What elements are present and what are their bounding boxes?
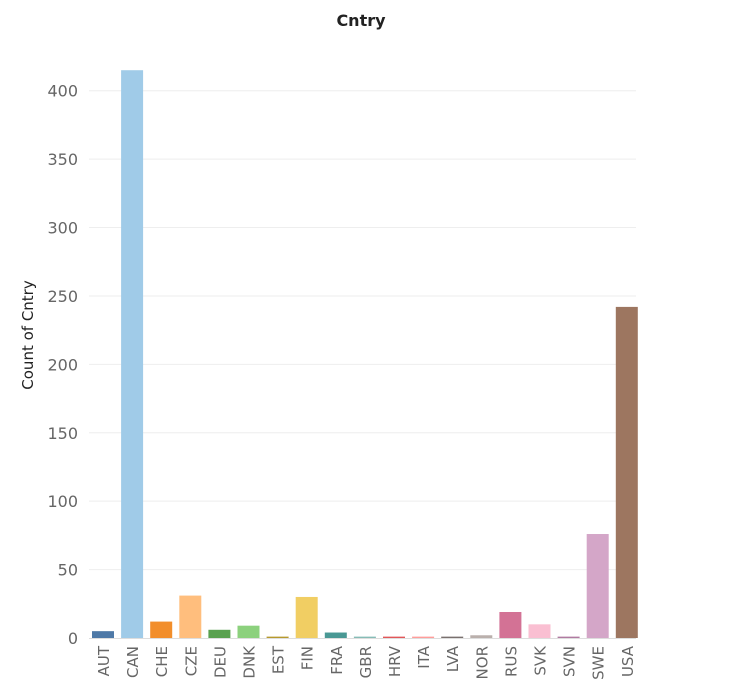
y-tick-label-400: 400 bbox=[47, 82, 78, 101]
bar-rus[interactable] bbox=[499, 612, 522, 638]
bar-swe[interactable] bbox=[586, 534, 609, 638]
x-tick-label-can: CAN bbox=[124, 646, 142, 678]
x-tick-label-svn: SVN bbox=[561, 646, 579, 677]
bars bbox=[92, 70, 638, 639]
x-tick-label-ita: ITA bbox=[415, 645, 433, 668]
bar-che[interactable] bbox=[150, 621, 173, 638]
bar-cze[interactable] bbox=[179, 595, 202, 638]
x-tick-label-cze: CZE bbox=[182, 646, 200, 676]
x-tick-label-fin: FIN bbox=[299, 646, 317, 670]
y-tick-label-200: 200 bbox=[47, 355, 78, 374]
bar-gbr[interactable] bbox=[353, 636, 376, 638]
bar-dnk[interactable] bbox=[237, 625, 260, 638]
bar-svn[interactable] bbox=[557, 636, 580, 638]
x-tick-label-swe: SWE bbox=[590, 646, 608, 680]
bar-hrv[interactable] bbox=[383, 636, 405, 638]
y-tick-label-0: 0 bbox=[68, 629, 78, 648]
bar-fra[interactable] bbox=[324, 632, 347, 638]
y-tick-label-100: 100 bbox=[47, 492, 78, 511]
y-axis-ticks: 0 50 100 150 200 250 300 350 400 bbox=[47, 82, 78, 648]
bar-can[interactable] bbox=[121, 70, 144, 639]
x-tick-label-dnk: DNK bbox=[241, 645, 259, 679]
bar-nor[interactable] bbox=[470, 635, 493, 638]
bar-svk[interactable] bbox=[528, 624, 551, 638]
x-tick-label-est: EST bbox=[270, 645, 288, 674]
bar-fin[interactable] bbox=[295, 596, 318, 638]
y-tick-label-150: 150 bbox=[47, 424, 78, 443]
chart-title: Cntry bbox=[336, 11, 386, 30]
bar-deu[interactable] bbox=[208, 629, 231, 638]
gridlines bbox=[89, 90, 636, 639]
bar-ita[interactable] bbox=[412, 636, 435, 638]
x-tick-label-che: CHE bbox=[153, 646, 171, 677]
y-axis-label: Count of Cntry bbox=[19, 280, 37, 390]
bar-est[interactable] bbox=[266, 636, 289, 638]
y-tick-label-50: 50 bbox=[58, 561, 78, 580]
x-tick-label-hrv: HRV bbox=[386, 645, 404, 677]
y-tick-label-250: 250 bbox=[47, 287, 78, 306]
x-tick-label-deu: DEU bbox=[211, 646, 229, 678]
x-tick-label-svk: SVK bbox=[532, 645, 550, 676]
y-tick-label-300: 300 bbox=[47, 219, 78, 238]
bar-aut[interactable] bbox=[92, 631, 114, 638]
x-tick-label-lva: LVA bbox=[444, 645, 462, 672]
x-tick-label-fra: FRA bbox=[328, 645, 346, 674]
y-tick-label-350: 350 bbox=[47, 150, 78, 169]
x-tick-label-nor: NOR bbox=[473, 646, 491, 679]
x-tick-label-aut: AUT bbox=[95, 645, 113, 676]
x-tick-label-rus: RUS bbox=[502, 646, 520, 677]
bar-usa[interactable] bbox=[615, 306, 638, 638]
x-tick-label-usa: USA bbox=[619, 645, 637, 677]
x-tick-label-gbr: GBR bbox=[357, 646, 375, 678]
x-axis-ticks: AUT CAN CHE CZE DEU DNK EST FIN FRA GBR HRV ITA LVA N… bbox=[95, 645, 637, 680]
bar-lva[interactable] bbox=[441, 636, 464, 638]
